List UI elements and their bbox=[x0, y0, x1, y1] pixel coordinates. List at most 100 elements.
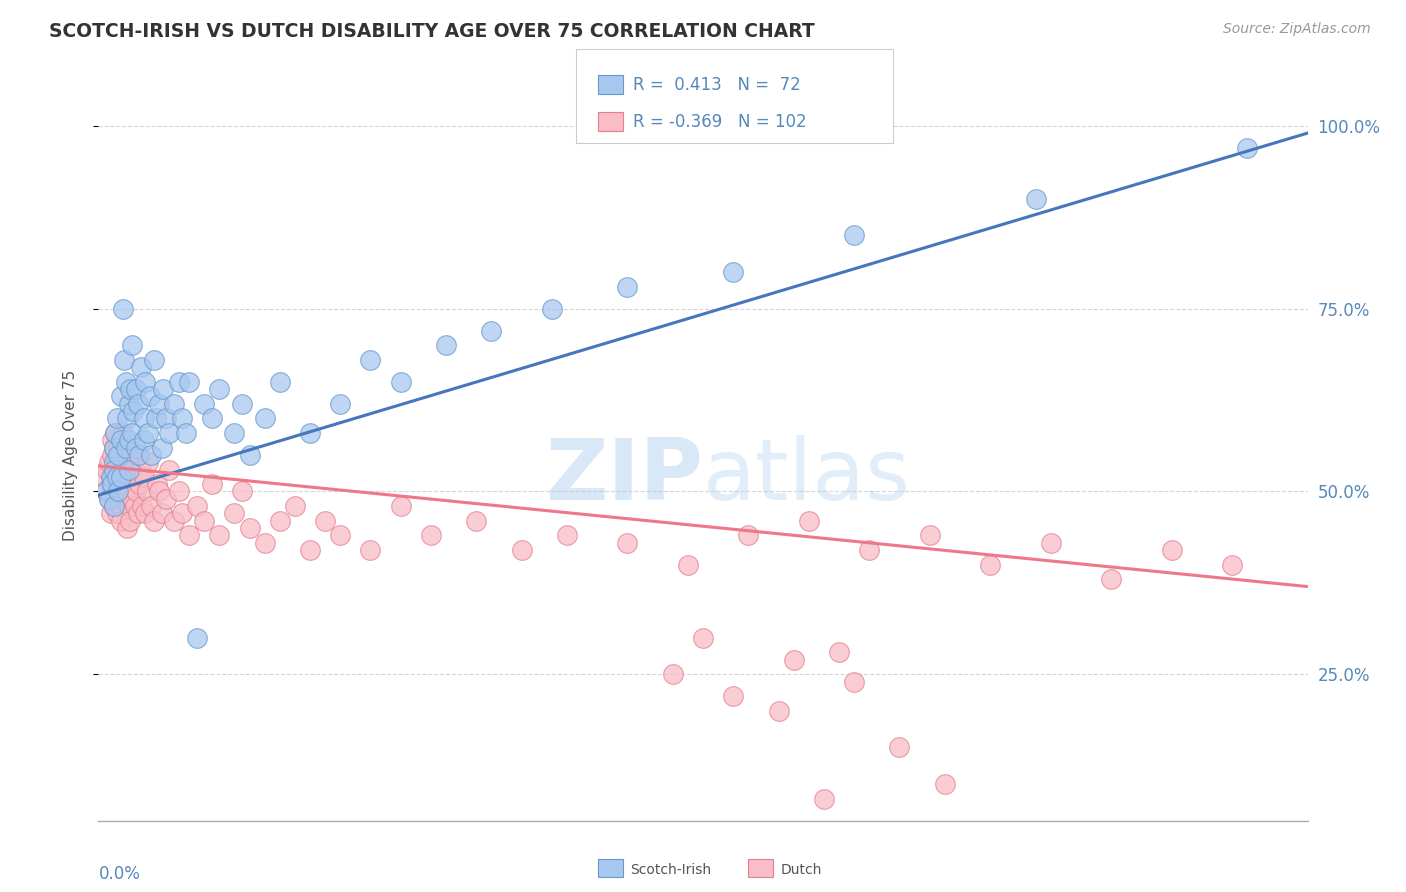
Point bbox=[121, 425, 143, 440]
Point bbox=[100, 470, 122, 484]
Point bbox=[124, 499, 146, 513]
Point bbox=[107, 441, 129, 455]
Point bbox=[163, 514, 186, 528]
Point bbox=[844, 228, 866, 243]
Point bbox=[737, 528, 759, 542]
Point bbox=[114, 375, 136, 389]
Point bbox=[114, 434, 136, 448]
Point bbox=[120, 382, 142, 396]
Point bbox=[104, 491, 127, 506]
Y-axis label: Disability Age Over 75: Disability Age Over 75 bbox=[63, 369, 77, 541]
Point bbox=[723, 690, 745, 704]
Point bbox=[465, 514, 488, 528]
Point bbox=[148, 397, 170, 411]
Point bbox=[134, 507, 156, 521]
Point bbox=[152, 382, 174, 396]
Point bbox=[159, 425, 181, 440]
Point bbox=[269, 375, 291, 389]
Point bbox=[136, 425, 159, 440]
Point bbox=[112, 491, 135, 506]
Point bbox=[122, 462, 145, 476]
Point bbox=[101, 448, 124, 462]
Point bbox=[100, 477, 122, 491]
Point bbox=[299, 425, 322, 440]
Point bbox=[481, 324, 503, 338]
Point bbox=[115, 521, 138, 535]
Point bbox=[186, 631, 208, 645]
Point bbox=[918, 528, 941, 542]
Point bbox=[979, 558, 1001, 572]
Point bbox=[103, 499, 125, 513]
Point bbox=[139, 389, 162, 403]
Point bbox=[510, 543, 533, 558]
Point bbox=[253, 535, 276, 549]
Point bbox=[360, 352, 382, 367]
Point bbox=[783, 653, 806, 667]
Point bbox=[186, 499, 208, 513]
Text: Source: ZipAtlas.com: Source: ZipAtlas.com bbox=[1223, 22, 1371, 37]
Point bbox=[129, 360, 152, 375]
Point bbox=[299, 543, 322, 558]
Point bbox=[101, 477, 124, 491]
Point bbox=[193, 397, 215, 411]
Point bbox=[284, 499, 307, 513]
Point bbox=[110, 434, 132, 448]
Point bbox=[98, 455, 121, 469]
Point bbox=[120, 514, 142, 528]
Point bbox=[118, 434, 141, 448]
Text: SCOTCH-IRISH VS DUTCH DISABILITY AGE OVER 75 CORRELATION CHART: SCOTCH-IRISH VS DUTCH DISABILITY AGE OVE… bbox=[49, 22, 815, 41]
Point bbox=[797, 514, 820, 528]
Point bbox=[555, 528, 578, 542]
Point bbox=[129, 462, 152, 476]
Point bbox=[150, 441, 173, 455]
Text: 0.0%: 0.0% bbox=[98, 864, 141, 882]
Point bbox=[193, 514, 215, 528]
Point bbox=[134, 375, 156, 389]
Point bbox=[661, 667, 683, 681]
Point bbox=[132, 434, 155, 448]
Point bbox=[101, 434, 124, 448]
Point bbox=[150, 507, 173, 521]
Point bbox=[104, 470, 127, 484]
Point bbox=[676, 558, 699, 572]
Point bbox=[224, 507, 246, 521]
Point bbox=[114, 441, 136, 455]
Point bbox=[208, 382, 231, 396]
Point bbox=[143, 514, 166, 528]
Point bbox=[179, 528, 201, 542]
Point bbox=[1024, 192, 1046, 206]
Point bbox=[103, 441, 125, 455]
Point bbox=[118, 462, 141, 476]
Point bbox=[108, 499, 131, 513]
Text: Dutch: Dutch bbox=[780, 863, 821, 877]
Point bbox=[163, 397, 186, 411]
Point bbox=[141, 499, 163, 513]
Point bbox=[110, 484, 132, 499]
Point bbox=[136, 455, 159, 469]
Point bbox=[121, 448, 143, 462]
Point bbox=[105, 455, 128, 469]
Point bbox=[125, 448, 148, 462]
Point bbox=[167, 484, 190, 499]
Point bbox=[170, 411, 193, 425]
Text: Scotch-Irish: Scotch-Irish bbox=[630, 863, 711, 877]
Point bbox=[107, 448, 129, 462]
Text: ZIP: ZIP bbox=[546, 435, 703, 518]
Point bbox=[121, 491, 143, 506]
Point bbox=[115, 411, 138, 425]
Point bbox=[768, 704, 790, 718]
Point bbox=[208, 528, 231, 542]
Point bbox=[107, 477, 129, 491]
Point bbox=[1099, 572, 1122, 586]
Point bbox=[118, 499, 141, 513]
Point bbox=[93, 470, 115, 484]
Point bbox=[108, 462, 131, 476]
Point bbox=[105, 411, 128, 425]
Point bbox=[132, 470, 155, 484]
Point bbox=[420, 528, 443, 542]
Point bbox=[101, 470, 124, 484]
Point bbox=[122, 404, 145, 418]
Point bbox=[616, 535, 638, 549]
Point bbox=[107, 484, 129, 499]
Point bbox=[125, 484, 148, 499]
